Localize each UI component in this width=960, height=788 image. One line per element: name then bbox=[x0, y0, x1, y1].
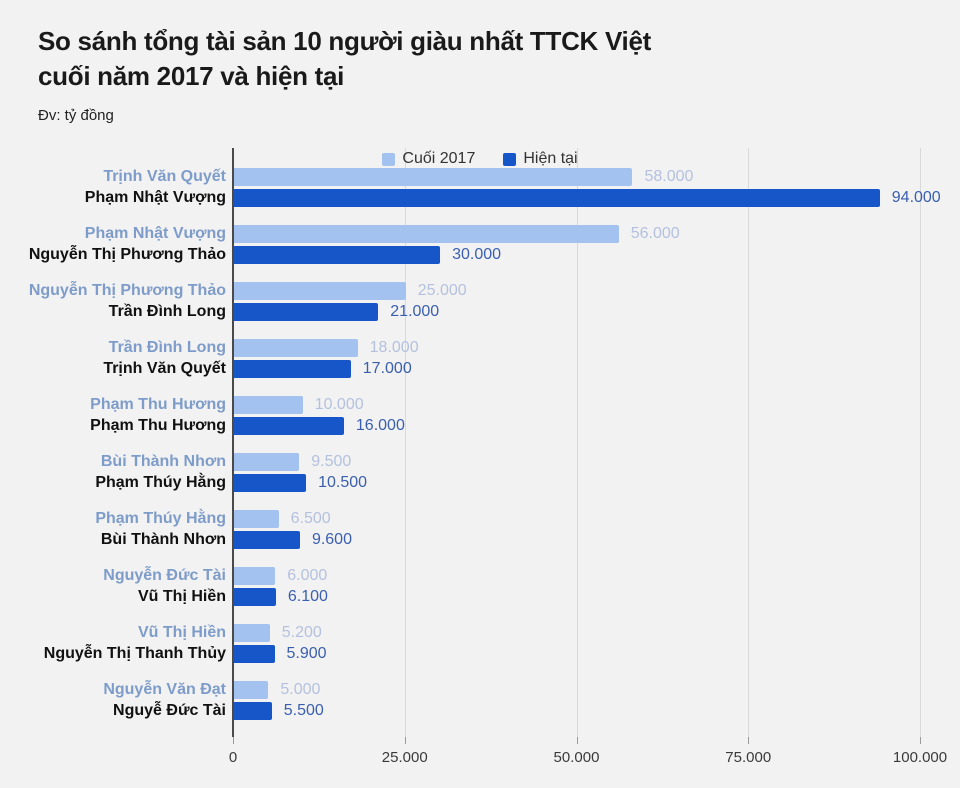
person-name-hien-tai: Bùi Thành Nhơn bbox=[100, 531, 226, 548]
value-label-hien-tai: 5.900 bbox=[286, 645, 327, 662]
legend-swatch-cuoi-2017-icon bbox=[382, 152, 396, 166]
value-label-cuoi-2017: 5.200 bbox=[281, 624, 322, 641]
value-label-hien-tai: 16.000 bbox=[355, 417, 405, 434]
value-label-hien-tai: 21.000 bbox=[390, 303, 440, 320]
axis-tick bbox=[233, 737, 234, 744]
legend-item-cuoi-2017: Cuối 2017 bbox=[382, 150, 475, 168]
axis-tick bbox=[576, 737, 578, 744]
bar-hien-tai bbox=[234, 588, 276, 606]
bar-cuoi-2017 bbox=[234, 681, 268, 699]
person-name-hien-tai: Nguyễn Thị Thanh Thủy bbox=[43, 645, 226, 662]
person-name-cuoi-2017: Nguyễn Văn Đạt bbox=[103, 681, 226, 698]
bar-hien-tai bbox=[234, 417, 344, 435]
bar-cuoi-2017 bbox=[234, 339, 358, 357]
value-label-cuoi-2017: 10.000 bbox=[314, 396, 364, 413]
person-name-hien-tai: Phạm Thu Hương bbox=[90, 417, 226, 434]
value-label-cuoi-2017: 9.500 bbox=[311, 453, 352, 470]
bar-cuoi-2017 bbox=[234, 282, 406, 300]
value-label-cuoi-2017: 6.000 bbox=[287, 567, 328, 584]
person-name-cuoi-2017: Trần Đình Long bbox=[108, 339, 226, 356]
legend-label-hien-tai: Hiện tại bbox=[523, 150, 578, 167]
value-label-hien-tai: 9.600 bbox=[311, 531, 352, 548]
legend-swatch-hien-tai-icon bbox=[503, 152, 517, 166]
chart-legend: Cuối 2017 Hiện tại bbox=[0, 150, 960, 168]
value-label-cuoi-2017: 56.000 bbox=[630, 225, 680, 242]
person-name-cuoi-2017: Bùi Thành Nhơn bbox=[100, 453, 226, 470]
bar-hien-tai bbox=[234, 246, 440, 264]
person-name-hien-tai: Phạm Nhật Vượng bbox=[84, 189, 226, 206]
axis-tick-label: 50.000 bbox=[553, 749, 600, 766]
person-name-cuoi-2017: Phạm Nhật Vượng bbox=[84, 225, 226, 242]
axis-tick-label: 0 bbox=[228, 749, 238, 766]
gridline bbox=[748, 148, 750, 737]
value-label-hien-tai: 10.500 bbox=[318, 474, 368, 491]
axis-tick-label: 25.000 bbox=[381, 749, 428, 766]
value-label-cuoi-2017: 18.000 bbox=[369, 339, 419, 356]
value-label-cuoi-2017: 5.000 bbox=[280, 681, 321, 698]
y-axis-line bbox=[232, 148, 234, 737]
bar-cuoi-2017 bbox=[234, 396, 303, 414]
unit-note: Đv: tỷ đồng bbox=[38, 107, 114, 124]
person-name-cuoi-2017: Trịnh Văn Quyết bbox=[103, 168, 226, 185]
gridline bbox=[920, 148, 921, 737]
person-name-hien-tai: Trịnh Văn Quyết bbox=[103, 360, 226, 377]
value-label-cuoi-2017: 58.000 bbox=[644, 168, 694, 185]
value-label-hien-tai: 6.100 bbox=[287, 588, 328, 605]
legend-item-hien-tai: Hiện tại bbox=[503, 150, 578, 168]
bar-cuoi-2017 bbox=[234, 168, 632, 186]
axis-tick bbox=[404, 737, 406, 744]
axis-tick bbox=[920, 737, 921, 744]
value-label-hien-tai: 17.000 bbox=[362, 360, 412, 377]
person-name-cuoi-2017: Phạm Thu Hương bbox=[90, 396, 226, 413]
value-label-cuoi-2017: 25.000 bbox=[417, 282, 467, 299]
person-name-cuoi-2017: Phạm Thúy Hằng bbox=[95, 510, 226, 527]
bar-hien-tai bbox=[234, 360, 351, 378]
axis-tick-label: 75.000 bbox=[725, 749, 772, 766]
person-name-cuoi-2017: Nguyễn Đức Tài bbox=[103, 567, 226, 584]
person-name-hien-tai: Vũ Thị Hiền bbox=[138, 588, 226, 605]
value-label-cuoi-2017: 6.500 bbox=[290, 510, 331, 527]
axis-tick bbox=[748, 737, 750, 744]
person-name-hien-tai: Trần Đình Long bbox=[108, 303, 226, 320]
bar-cuoi-2017 bbox=[234, 510, 279, 528]
value-label-hien-tai: 94.000 bbox=[891, 189, 941, 206]
axis-tick-label: 100.000 bbox=[892, 749, 948, 766]
bar-cuoi-2017 bbox=[234, 225, 619, 243]
person-name-cuoi-2017: Nguyễn Thị Phương Thảo bbox=[28, 282, 226, 299]
bar-hien-tai bbox=[234, 645, 275, 663]
bar-hien-tai bbox=[234, 303, 378, 321]
bar-hien-tai bbox=[234, 531, 300, 549]
page-title-line2: cuối năm 2017 và hiện tại bbox=[38, 61, 345, 91]
page-title-line1: So sánh tổng tài sản 10 người giàu nhất … bbox=[38, 26, 651, 56]
bar-cuoi-2017 bbox=[234, 453, 299, 471]
person-name-hien-tai: Nguyễn Thị Phương Thảo bbox=[28, 246, 226, 263]
chart-header: So sánh tổng tài sản 10 người giàu nhất … bbox=[38, 24, 651, 124]
gridline bbox=[404, 148, 406, 737]
gridline bbox=[576, 148, 578, 737]
bar-chart: Cuối 2017 Hiện tại Trịnh Văn Quyết 58.000… bbox=[0, 148, 960, 788]
person-name-hien-tai: Phạm Thúy Hằng bbox=[95, 474, 226, 491]
bar-hien-tai bbox=[234, 474, 306, 492]
bar-hien-tai bbox=[234, 189, 880, 207]
person-name-cuoi-2017: Vũ Thị Hiền bbox=[138, 624, 226, 641]
bar-hien-tai bbox=[234, 702, 272, 720]
bar-cuoi-2017 bbox=[234, 624, 270, 642]
legend-label-cuoi-2017: Cuối 2017 bbox=[402, 150, 476, 167]
person-name-hien-tai: Nguyễ Đức Tài bbox=[113, 702, 226, 719]
bar-cuoi-2017 bbox=[234, 567, 275, 585]
value-label-hien-tai: 30.000 bbox=[452, 246, 502, 263]
value-label-hien-tai: 5.500 bbox=[283, 702, 324, 719]
